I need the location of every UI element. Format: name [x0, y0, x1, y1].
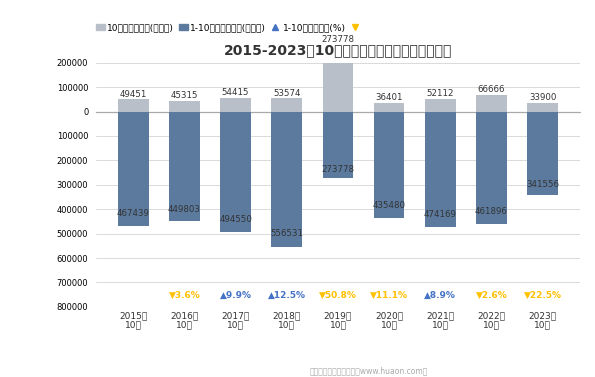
Bar: [322, 112, 353, 178]
Text: ▼22.5%: ▼22.5%: [524, 291, 562, 300]
Text: 54415: 54415: [222, 88, 249, 97]
Bar: [425, 112, 456, 227]
Bar: [220, 112, 251, 232]
Text: ▼11.1%: ▼11.1%: [370, 291, 408, 300]
Bar: [169, 112, 200, 221]
Text: 52112: 52112: [427, 89, 454, 98]
Text: 2019年: 2019年: [324, 312, 352, 321]
Bar: [374, 103, 405, 112]
Bar: [527, 112, 558, 195]
Text: 2018年: 2018年: [273, 312, 301, 321]
Bar: [476, 112, 507, 224]
Bar: [271, 98, 302, 112]
Text: 10月: 10月: [176, 320, 193, 329]
Text: 341556: 341556: [526, 180, 559, 189]
Text: 2021年: 2021年: [426, 312, 455, 321]
Text: ▼2.6%: ▼2.6%: [475, 291, 508, 300]
Text: 461896: 461896: [475, 207, 508, 216]
Text: 10月: 10月: [381, 320, 397, 329]
Text: 36401: 36401: [375, 93, 403, 102]
Text: 45315: 45315: [171, 90, 198, 100]
Text: 10月: 10月: [278, 320, 295, 329]
Bar: [169, 101, 200, 112]
Bar: [527, 103, 558, 112]
Text: 10月: 10月: [534, 320, 551, 329]
Text: ▲9.9%: ▲9.9%: [220, 291, 252, 300]
Bar: [220, 98, 251, 112]
Text: ▲8.9%: ▲8.9%: [424, 291, 456, 300]
Text: 53574: 53574: [273, 89, 300, 98]
Text: 10月: 10月: [483, 320, 500, 329]
Text: 制图：华经产业研究院（www.huaon.com）: 制图：华经产业研究院（www.huaon.com）: [310, 366, 428, 375]
Title: 2015-2023年10月漕河泾综合保税区进出口总额: 2015-2023年10月漕河泾综合保税区进出口总额: [224, 43, 452, 57]
Text: 66666: 66666: [478, 85, 505, 94]
Text: 2017年: 2017年: [221, 312, 250, 321]
Text: 10月: 10月: [227, 320, 244, 329]
Bar: [476, 95, 507, 112]
Text: 449803: 449803: [168, 205, 201, 214]
Text: 467439: 467439: [117, 209, 150, 218]
Text: 2020年: 2020年: [375, 312, 403, 321]
Bar: [118, 100, 149, 112]
Text: ▼50.8%: ▼50.8%: [319, 291, 357, 300]
Legend: 10月进出口总额(万美元), 1-10月进出口总额(万美元), 1-10月同比增速(%), : 10月进出口总额(万美元), 1-10月进出口总额(万美元), 1-10月同比增…: [96, 23, 362, 32]
Text: 273778: 273778: [321, 35, 355, 44]
Text: 494550: 494550: [219, 215, 252, 224]
Text: 474169: 474169: [424, 210, 457, 219]
Text: 435480: 435480: [372, 201, 406, 210]
Text: 10月: 10月: [125, 320, 142, 329]
Text: ▲12.5%: ▲12.5%: [268, 291, 306, 300]
Text: 10月: 10月: [330, 320, 346, 329]
Text: 2015年: 2015年: [119, 312, 148, 321]
Bar: [118, 112, 149, 226]
Bar: [425, 99, 456, 112]
Text: 49451: 49451: [120, 89, 147, 98]
Text: ▼3.6%: ▼3.6%: [168, 291, 201, 300]
Text: 2023年: 2023年: [528, 312, 557, 321]
Text: 2022年: 2022年: [477, 312, 506, 321]
Text: 2016年: 2016年: [170, 312, 199, 321]
Bar: [374, 112, 405, 218]
Text: 10月: 10月: [432, 320, 449, 329]
Bar: [322, 45, 353, 112]
Text: 273778: 273778: [321, 165, 355, 174]
Bar: [271, 112, 302, 247]
Text: 556531: 556531: [270, 229, 303, 238]
Text: 33900: 33900: [529, 93, 556, 102]
